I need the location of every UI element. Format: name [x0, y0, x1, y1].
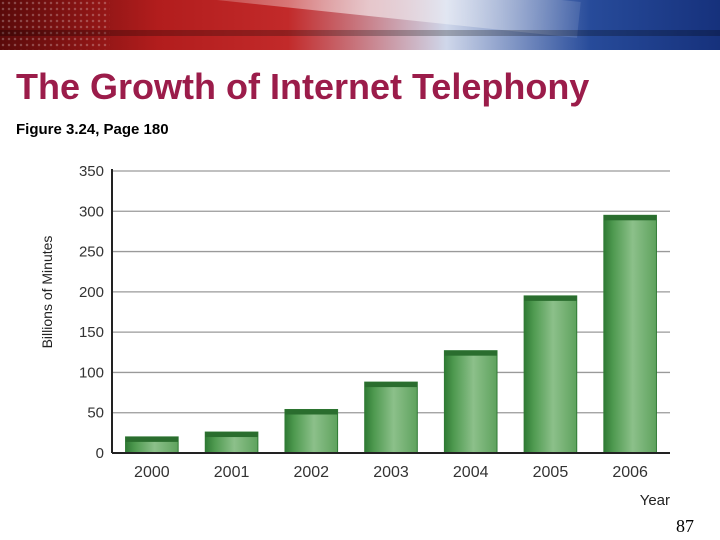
x-tick-labels: 2000 2001 2002 2003 2004 2005 2006 — [134, 464, 648, 481]
x-axis-label: Year — [640, 492, 670, 509]
bar-cap-2000 — [125, 436, 179, 442]
y-tick-label: 250 — [79, 244, 104, 261]
banner-dot-pattern — [0, 0, 110, 50]
bar-cap-2002 — [284, 409, 338, 415]
y-tick-label: 200 — [79, 284, 104, 301]
y-tick-label: 50 — [87, 405, 104, 422]
bar-2006 — [603, 214, 657, 454]
y-tick-label: 100 — [79, 364, 104, 381]
bar-cap-2005 — [524, 295, 577, 301]
x-tick-label: 2005 — [533, 464, 569, 481]
bar-cap-2004 — [444, 350, 498, 356]
bar-2004 — [443, 350, 498, 454]
banner-shadow-line — [0, 30, 720, 36]
bar-2005 — [523, 295, 578, 454]
x-tick-label: 2003 — [373, 464, 409, 481]
x-tick-label: 2006 — [612, 464, 648, 481]
bar-2002 — [284, 408, 339, 454]
page-number: 87 — [676, 516, 694, 536]
x-tick-label: 2004 — [453, 464, 489, 481]
bar-cap-2003 — [364, 382, 418, 388]
y-tick-label: 300 — [79, 203, 104, 220]
y-axis-label: Billions of Minutes — [39, 236, 55, 349]
bar-2003 — [364, 381, 418, 454]
bars — [125, 214, 657, 454]
y-tick-label: 150 — [79, 324, 104, 341]
header-banner — [0, 0, 720, 50]
figure-caption: Figure 3.24, Page 180 — [16, 121, 169, 138]
slide-title: The Growth of Internet Telephony — [16, 66, 590, 107]
x-tick-label: 2001 — [214, 464, 250, 481]
gridlines — [112, 170, 670, 414]
bar-cap-2006 — [603, 215, 657, 221]
y-tick-label: 350 — [79, 163, 104, 180]
y-tick-labels: 0 50 100 150 200 250 300 350 — [79, 163, 104, 462]
x-tick-label: 2000 — [134, 464, 170, 481]
x-tick-label: 2002 — [293, 464, 329, 481]
y-tick-label: 0 — [96, 445, 104, 462]
bar-cap-2001 — [205, 432, 258, 438]
